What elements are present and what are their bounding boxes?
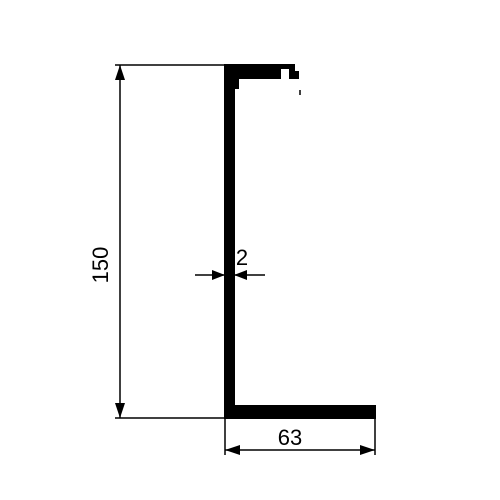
dim-height: 150 [88,65,225,418]
drawing-canvas: 150 63 2 [0,0,500,500]
dim-height-label: 150 [88,247,113,284]
dim-width-label: 63 [278,425,302,450]
dim-width: 63 [225,418,375,455]
technical-drawing-svg: 150 63 2 [0,0,500,500]
profile-shape [225,65,375,418]
clip-detail [225,300,229,322]
dim-thickness-label: 2 [236,245,248,270]
